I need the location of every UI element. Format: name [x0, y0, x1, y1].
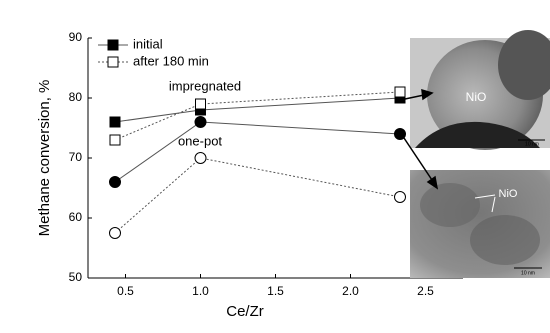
axes: 50 60 70 80 90 0.5 1.0 1.5 2.0 2.5 [69, 30, 463, 298]
marker [194, 152, 207, 164]
series [109, 152, 406, 239]
x-tick-label: 2.0 [342, 284, 359, 298]
marker [195, 98, 206, 110]
marker [109, 227, 121, 239]
y-axis-label: Methane conversion, % [36, 80, 53, 237]
y-tick-label: 60 [69, 210, 83, 224]
series-line [114, 97, 401, 123]
legend-marker [107, 56, 119, 68]
marker [394, 86, 406, 98]
scale-label: 10 nm [525, 141, 539, 147]
marker [109, 176, 121, 188]
marker [109, 116, 121, 128]
series-line [114, 121, 401, 183]
annotation: one-pot [178, 133, 222, 148]
x-axis-label: Ce/Zr [226, 303, 264, 320]
marker [394, 191, 406, 203]
y-tick-label: 70 [69, 150, 83, 164]
scale-label: 10 nm [521, 270, 535, 276]
marker [194, 116, 207, 128]
y-tick-label: 80 [69, 90, 83, 104]
x-tick-label: 2.5 [417, 284, 434, 298]
legend-label: after 180 min [133, 53, 209, 68]
x-tick-label: 1.5 [267, 284, 284, 298]
series [109, 116, 406, 188]
x-tick-label: 0.5 [117, 284, 134, 298]
image-label: NiO [499, 188, 518, 200]
marker [109, 134, 121, 146]
legend-label: initial [133, 36, 163, 51]
legend: initial after 180 min [98, 36, 209, 68]
arrow [403, 88, 439, 190]
tem-image: NiO 10 nm [410, 170, 550, 278]
legend-marker [107, 39, 119, 51]
series-line [114, 157, 401, 234]
marker [394, 128, 406, 140]
series [109, 92, 406, 128]
tem-image: NiO 10 nm [410, 30, 550, 150]
annotation: impregnated [169, 78, 241, 93]
y-tick-label: 90 [69, 30, 83, 44]
series [109, 86, 406, 146]
x-tick-label: 1.0 [192, 284, 209, 298]
y-tick-label: 50 [69, 270, 83, 284]
image-label: NiO [466, 90, 487, 104]
